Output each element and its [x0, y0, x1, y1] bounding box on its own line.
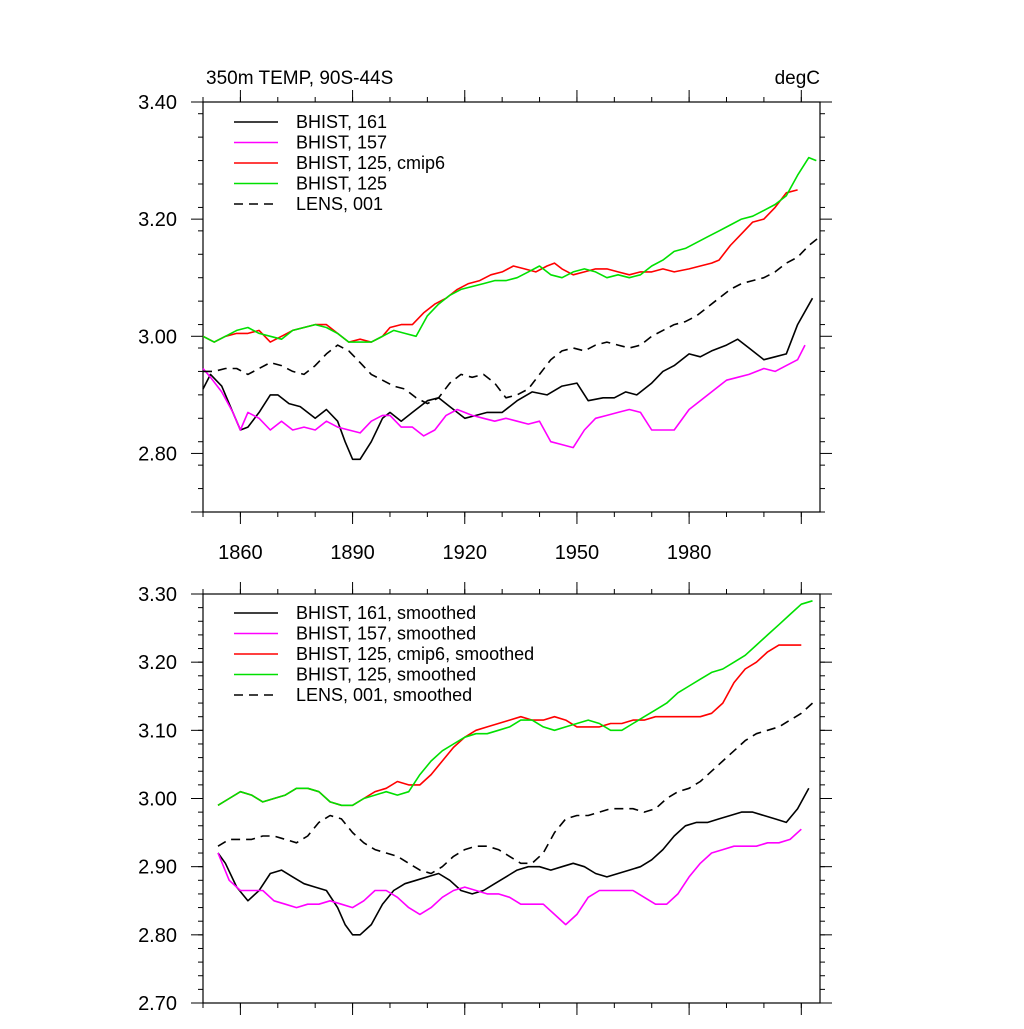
top-series-line-4 [202, 156, 817, 343]
bottom-y-tick-label: 2.90 [138, 857, 177, 879]
top-y-tick-label: 3.40 [138, 92, 177, 114]
top-legend-label-5: LENS, 001 [296, 194, 383, 214]
top-legend-label-3: BHIST, 125, cmip6 [296, 153, 445, 173]
bottom-y-tick-label: 2.80 [138, 925, 177, 947]
bottom-y-tick-label: 3.00 [138, 789, 177, 811]
bottom-series-line-5 [217, 702, 814, 875]
bottom-legend-label-1: BHIST, 161, smoothed [296, 603, 476, 623]
bottom-y-tick-label: 3.20 [138, 652, 177, 674]
top-x-tick-label: 1980 [667, 542, 712, 564]
bottom-legend-label-3: BHIST, 125, cmip6, smoothed [296, 644, 534, 664]
top-series-line-2 [202, 344, 806, 449]
top-y-tick-label: 3.00 [138, 326, 177, 348]
bottom-legend-label-2: BHIST, 157, smoothed [296, 624, 476, 644]
top-series-line-3 [202, 189, 798, 343]
bottom-y-tick-label: 2.70 [138, 993, 177, 1015]
bottom-series-line-4 [217, 600, 813, 807]
top-series-line-1 [202, 297, 814, 461]
top-chart-title: 350m TEMP, 90S-44S [206, 68, 393, 89]
bottom-series-line-2 [217, 828, 802, 926]
bottom-y-tick-label: 3.10 [138, 720, 177, 742]
top-series-line-5 [203, 236, 821, 405]
top-x-tick-label: 1890 [330, 542, 375, 564]
top-x-tick-label: 1950 [555, 542, 600, 564]
top-chart-units: degC [775, 68, 820, 89]
bottom-panel: 2.70 2.80 2.90 3.00 3.10 3.20 3.30 BHIST, 161, … [138, 582, 832, 1015]
bottom-y-tick-label: 3.30 [138, 584, 177, 606]
top-x-tick-label: 1920 [443, 542, 488, 564]
top-x-tick-label: 1860 [218, 542, 263, 564]
top-y-tick-label: 2.80 [138, 443, 177, 465]
top-legend-label-4: BHIST, 125 [296, 174, 387, 194]
top-y-tick-label: 3.20 [138, 209, 177, 231]
bottom-legend-label-4: BHIST, 125, smoothed [296, 665, 476, 685]
top-legend-label-1: BHIST, 161 [296, 112, 387, 132]
bottom-series-line-1 [217, 787, 810, 936]
top-panel: 2.80 3.00 3.20 3.40 1860 1890 1920 1950 1980 BHIS… [138, 90, 832, 564]
top-legend-label-2: BHIST, 157 [296, 133, 387, 153]
top-plot-frame [202, 101, 821, 513]
bottom-legend-label-5: LENS, 001, smoothed [296, 685, 472, 705]
